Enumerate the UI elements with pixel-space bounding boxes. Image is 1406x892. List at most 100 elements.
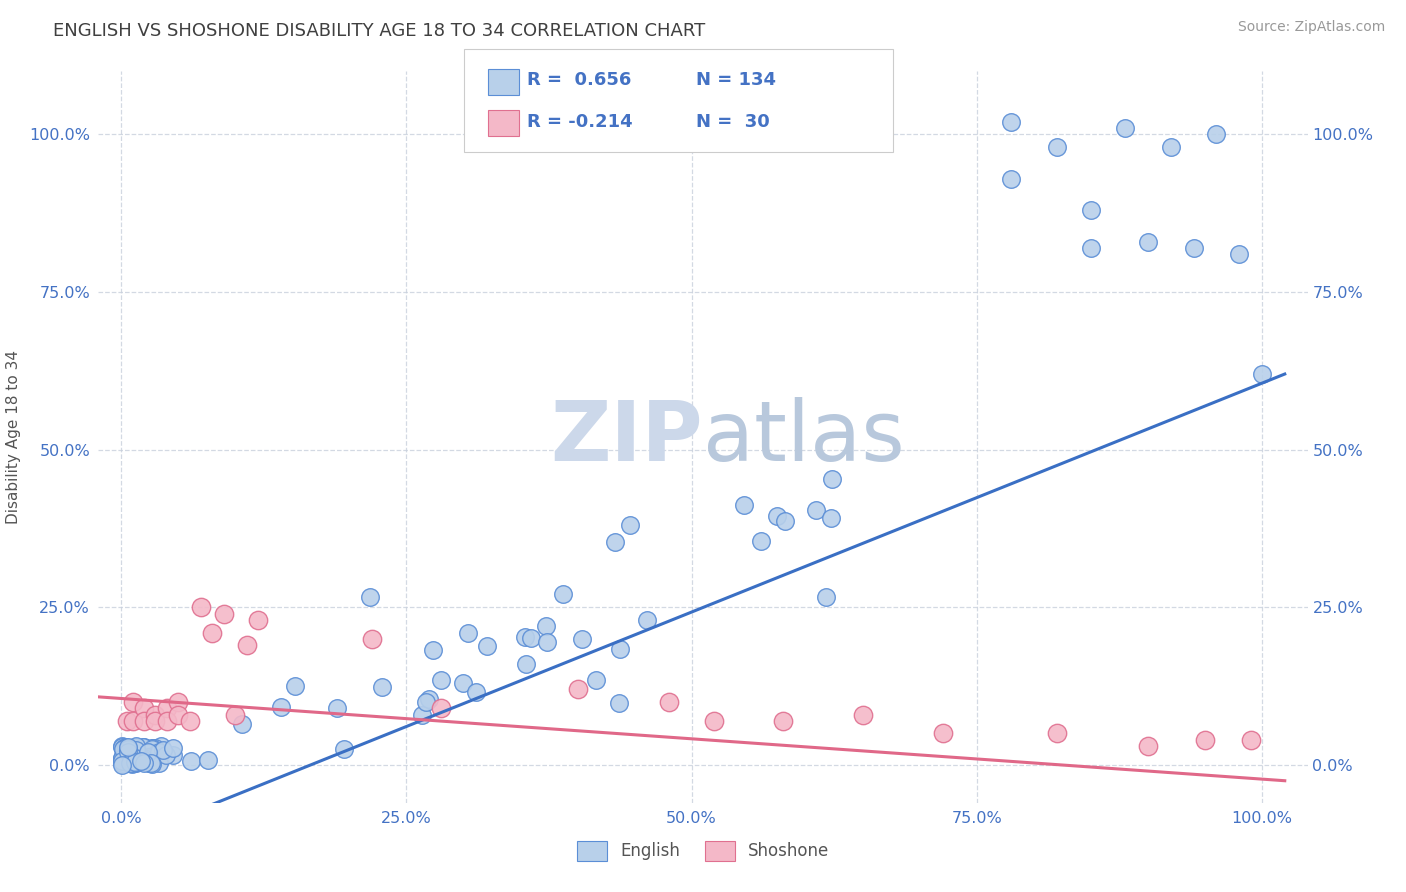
Point <box>134 753 156 767</box>
Point <box>247 613 270 627</box>
Point <box>111 756 134 770</box>
Point <box>749 533 772 548</box>
Point <box>127 751 149 765</box>
Point <box>180 754 202 768</box>
Y-axis label: Disability Age 18 to 34: Disability Age 18 to 34 <box>6 350 21 524</box>
Point <box>132 714 155 728</box>
Point <box>1227 247 1250 261</box>
Point <box>190 600 212 615</box>
Point <box>132 756 155 770</box>
Point <box>121 695 143 709</box>
Point <box>513 630 536 644</box>
Point <box>115 746 138 760</box>
Point <box>515 657 537 671</box>
Point <box>135 754 157 768</box>
Point <box>658 695 681 709</box>
Point <box>111 739 134 754</box>
Point <box>127 751 149 765</box>
Point <box>132 739 155 754</box>
Point <box>371 680 394 694</box>
Point <box>145 714 167 728</box>
Point <box>141 740 163 755</box>
Point <box>132 701 155 715</box>
Point <box>325 701 347 715</box>
Point <box>111 751 134 765</box>
Point <box>551 587 574 601</box>
Point <box>142 741 165 756</box>
Point <box>138 756 160 770</box>
Point <box>112 740 135 755</box>
Point <box>1080 241 1102 255</box>
Point <box>118 745 141 759</box>
Point <box>931 726 953 740</box>
Point <box>457 626 479 640</box>
Point <box>636 613 658 627</box>
Point <box>115 714 138 728</box>
Point <box>124 755 146 769</box>
Point <box>138 750 160 764</box>
Point <box>131 742 153 756</box>
Point <box>465 685 488 699</box>
Point <box>129 751 152 765</box>
Point <box>117 742 139 756</box>
Point <box>118 756 141 771</box>
Point <box>1136 739 1159 753</box>
Point <box>139 756 162 771</box>
Point <box>224 707 246 722</box>
Point <box>201 625 224 640</box>
Point <box>111 751 134 765</box>
Point <box>821 472 844 486</box>
Point <box>145 741 167 756</box>
Point <box>117 745 139 759</box>
Point <box>1205 128 1227 142</box>
Point <box>120 750 142 764</box>
Point <box>1182 241 1205 255</box>
Point <box>197 753 219 767</box>
Point <box>150 739 173 754</box>
Point <box>607 696 630 710</box>
Point <box>571 632 593 647</box>
Point <box>148 756 170 770</box>
Point <box>418 692 440 706</box>
Point <box>118 740 141 755</box>
Text: R = -0.214: R = -0.214 <box>527 113 633 131</box>
Point <box>814 590 837 604</box>
Point <box>1046 726 1069 740</box>
Point <box>115 749 138 764</box>
Point <box>1194 732 1216 747</box>
Text: R =  0.656: R = 0.656 <box>527 71 631 89</box>
Text: ZIP: ZIP <box>551 397 703 477</box>
Point <box>1046 140 1069 154</box>
Point <box>733 499 755 513</box>
Point <box>121 750 143 764</box>
Point <box>156 701 179 715</box>
Point <box>125 756 148 770</box>
Point <box>235 638 257 652</box>
Point <box>127 747 149 761</box>
Point <box>212 607 235 621</box>
Text: N =  30: N = 30 <box>696 113 769 131</box>
Point <box>125 740 148 755</box>
Point <box>115 755 138 769</box>
Point <box>156 714 179 728</box>
Point <box>1080 203 1102 218</box>
Point <box>475 639 498 653</box>
Point <box>118 756 141 770</box>
Point <box>361 632 384 646</box>
Point <box>141 756 163 771</box>
Point <box>179 714 201 728</box>
Text: Source: ZipAtlas.com: Source: ZipAtlas.com <box>1237 20 1385 34</box>
Point <box>333 742 356 756</box>
Point <box>118 746 141 760</box>
Point <box>132 747 155 761</box>
Point <box>411 707 433 722</box>
Point <box>112 748 135 763</box>
Point <box>121 751 143 765</box>
Point <box>132 739 155 754</box>
Point <box>766 509 789 524</box>
Point <box>115 753 138 767</box>
Point <box>152 743 174 757</box>
Point <box>162 741 184 756</box>
Point <box>111 757 134 772</box>
Point <box>520 631 543 645</box>
